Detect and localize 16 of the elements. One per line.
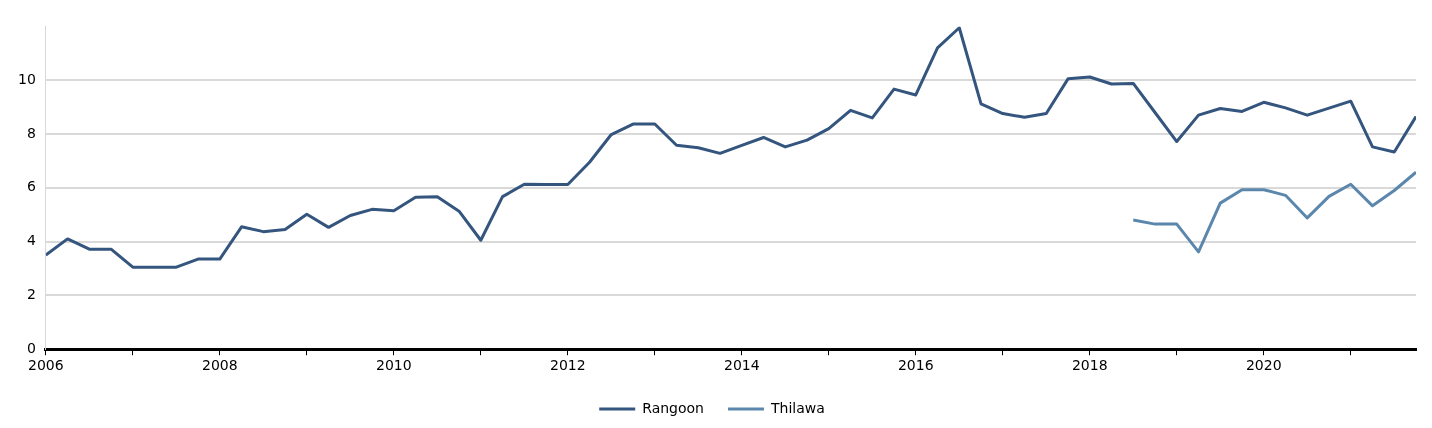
x-tick-label: 2014: [723, 357, 760, 374]
x-tick-label: 2012: [549, 357, 586, 374]
y-tick-label: 10: [17, 70, 36, 87]
x-tick-label: 2006: [27, 357, 64, 374]
x-tick-label: 2020: [1245, 357, 1282, 374]
x-tick-label: 2008: [201, 357, 238, 374]
x-tick-label: 2010: [375, 357, 412, 374]
x-tick-label: 2018: [1071, 357, 1108, 374]
y-tick-label: 8: [26, 124, 36, 141]
x-tick-label: 2016: [897, 357, 934, 374]
y-tick-label: 2: [26, 286, 36, 303]
y-tick-label: 6: [26, 178, 36, 195]
y-tick-label: 0: [26, 339, 36, 356]
legend-label: Rangoon: [642, 399, 704, 416]
legend-label: Thilawa: [769, 399, 825, 416]
y-tick-label: 4: [26, 232, 36, 249]
